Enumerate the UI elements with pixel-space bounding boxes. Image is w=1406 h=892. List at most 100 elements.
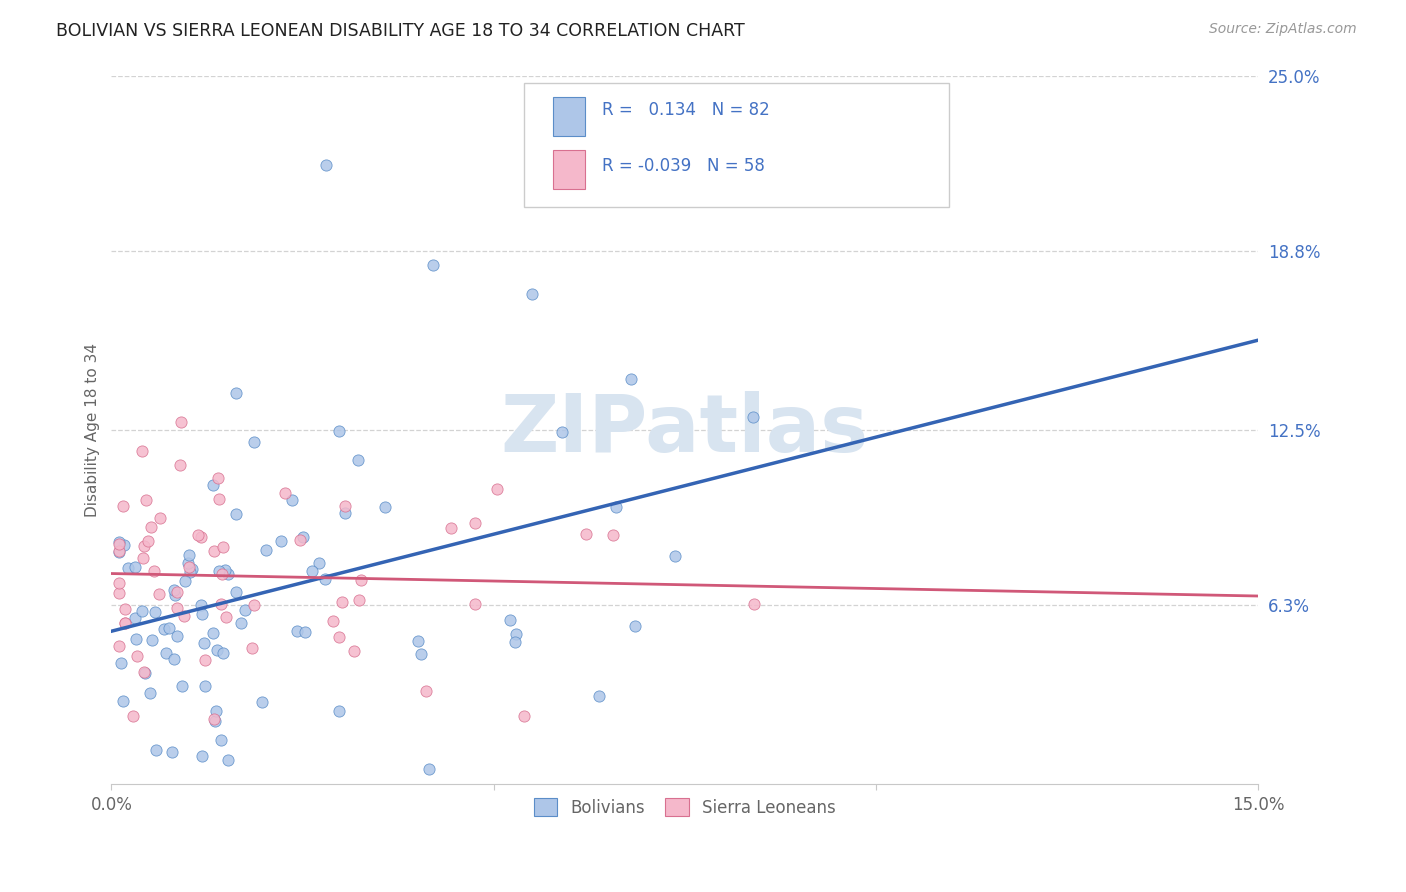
FancyBboxPatch shape bbox=[553, 150, 585, 189]
Point bbox=[179, 549, 201, 563]
Point bbox=[208, 564, 231, 578]
Point bbox=[108, 545, 131, 559]
Point bbox=[374, 500, 396, 514]
Point bbox=[108, 576, 131, 591]
Point bbox=[141, 520, 163, 534]
Point bbox=[194, 679, 217, 693]
Point bbox=[291, 530, 314, 544]
Point bbox=[270, 533, 292, 548]
Point bbox=[503, 635, 526, 649]
Point bbox=[162, 652, 184, 666]
Point bbox=[464, 516, 486, 531]
Point bbox=[243, 598, 266, 612]
Point bbox=[209, 597, 232, 611]
Point bbox=[108, 534, 131, 549]
Point bbox=[110, 656, 132, 670]
Point bbox=[274, 486, 297, 500]
Point bbox=[308, 556, 330, 570]
Point bbox=[205, 704, 228, 718]
Point bbox=[550, 425, 572, 439]
Point bbox=[177, 556, 200, 570]
Point bbox=[742, 409, 765, 424]
Point bbox=[406, 634, 429, 648]
Point bbox=[217, 753, 239, 767]
Point bbox=[145, 743, 167, 757]
Point bbox=[207, 471, 229, 485]
Point bbox=[136, 534, 159, 549]
Point bbox=[125, 632, 148, 646]
Point bbox=[575, 527, 598, 541]
Point bbox=[181, 562, 204, 576]
Point bbox=[346, 452, 368, 467]
Point bbox=[112, 538, 135, 552]
Point bbox=[322, 614, 344, 628]
Point bbox=[520, 286, 543, 301]
Point bbox=[114, 616, 136, 631]
Point bbox=[190, 607, 212, 622]
Point bbox=[208, 491, 231, 506]
Point bbox=[215, 609, 238, 624]
Point bbox=[418, 762, 440, 776]
Point bbox=[201, 478, 224, 492]
Point bbox=[142, 564, 165, 578]
Point bbox=[131, 604, 153, 618]
Point bbox=[440, 521, 463, 535]
Point bbox=[294, 624, 316, 639]
Legend: Bolivians, Sierra Leoneans: Bolivians, Sierra Leoneans bbox=[526, 790, 844, 825]
Point bbox=[411, 647, 433, 661]
Point bbox=[301, 564, 323, 578]
Point bbox=[217, 566, 239, 581]
Point bbox=[202, 712, 225, 726]
Point bbox=[588, 690, 610, 704]
Point bbox=[166, 629, 188, 643]
Point bbox=[190, 530, 212, 544]
Point bbox=[350, 573, 373, 587]
Point bbox=[190, 749, 212, 764]
Point bbox=[499, 613, 522, 627]
Point bbox=[240, 641, 263, 656]
Point bbox=[173, 608, 195, 623]
Point bbox=[332, 594, 354, 608]
Point bbox=[233, 603, 256, 617]
Point bbox=[170, 415, 193, 429]
FancyBboxPatch shape bbox=[553, 96, 585, 136]
Point bbox=[231, 616, 253, 631]
Point bbox=[280, 493, 302, 508]
Point bbox=[505, 627, 527, 641]
Point bbox=[328, 425, 350, 439]
Point bbox=[187, 528, 209, 542]
Point bbox=[214, 563, 236, 577]
Point bbox=[135, 493, 157, 508]
Point bbox=[141, 632, 163, 647]
Point bbox=[160, 745, 183, 759]
Point bbox=[193, 636, 215, 650]
Point bbox=[172, 679, 194, 693]
Point bbox=[315, 158, 337, 172]
Point bbox=[624, 619, 647, 633]
Point bbox=[422, 258, 444, 272]
Point bbox=[415, 683, 437, 698]
Point bbox=[202, 543, 225, 558]
Y-axis label: Disability Age 18 to 34: Disability Age 18 to 34 bbox=[86, 343, 100, 516]
Point bbox=[134, 665, 156, 679]
Point bbox=[111, 693, 134, 707]
Point bbox=[111, 499, 134, 513]
Point bbox=[169, 458, 191, 472]
Point bbox=[513, 708, 536, 723]
Point bbox=[155, 646, 177, 660]
Point bbox=[243, 434, 266, 449]
Point bbox=[290, 533, 312, 548]
Point bbox=[212, 646, 235, 660]
Point bbox=[252, 696, 274, 710]
Point bbox=[464, 597, 486, 611]
Point bbox=[605, 500, 627, 514]
Point bbox=[328, 704, 350, 718]
Point bbox=[117, 561, 139, 575]
Point bbox=[121, 708, 143, 723]
Point bbox=[225, 585, 247, 599]
Point bbox=[157, 622, 180, 636]
Point bbox=[602, 528, 624, 542]
Point bbox=[209, 733, 232, 747]
Point bbox=[132, 551, 155, 566]
Point bbox=[108, 537, 131, 551]
